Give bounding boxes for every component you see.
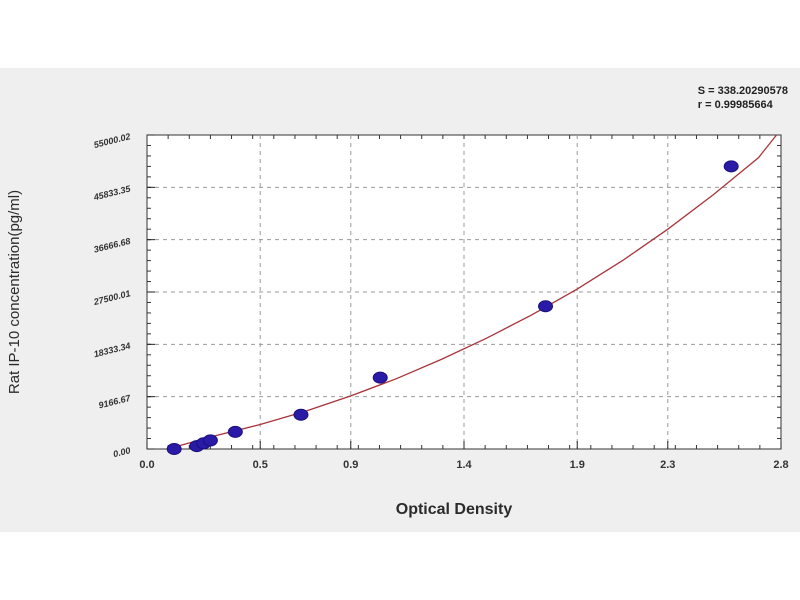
x-tick-label: 2.8 bbox=[773, 459, 788, 471]
x-tick-label: 2.3 bbox=[660, 459, 675, 471]
y-tick-labels: 0.00 9166.67 18333.34 27500.01 36666.68 45833… bbox=[92, 131, 133, 459]
fit-curve-layer bbox=[169, 134, 778, 450]
x-tick-label: 0.5 bbox=[253, 459, 268, 471]
y-tick-label: 9166.67 bbox=[97, 393, 132, 411]
x-tick-label: 0.0 bbox=[139, 459, 154, 471]
y-tick-label: 0.00 bbox=[112, 445, 131, 459]
y-tick-label: 27500.01 bbox=[92, 288, 132, 307]
data-point bbox=[166, 443, 182, 455]
data-points-layer bbox=[166, 160, 739, 455]
x-tick-labels: 0.0 0.5 0.9 1.4 1.9 2.3 2.8 bbox=[139, 459, 788, 471]
data-point bbox=[293, 408, 309, 421]
y-axis-title: Rat IP-10 concentration(pg/ml) bbox=[6, 190, 23, 394]
y-tick-label: 18333.34 bbox=[93, 341, 132, 360]
fit-statistics: S = 338.20290578 r = 0.99985664 bbox=[698, 84, 788, 112]
data-point bbox=[372, 371, 388, 384]
grid-lines bbox=[147, 135, 781, 449]
y-tick-label: 55000.02 bbox=[93, 131, 132, 150]
x-tick-label: 1.9 bbox=[570, 459, 585, 471]
data-point bbox=[723, 160, 739, 173]
major-ticks bbox=[146, 134, 782, 450]
y-tick-label: 36666.68 bbox=[93, 236, 132, 255]
fit-stat-r: r = 0.99985664 bbox=[697, 99, 773, 111]
data-point bbox=[202, 434, 218, 447]
data-point bbox=[227, 425, 243, 438]
x-tick-label: 0.9 bbox=[343, 459, 358, 471]
x-tick-label: 1.4 bbox=[456, 459, 472, 471]
data-point bbox=[538, 300, 554, 313]
fit-stat-s: S = 338.20290578 bbox=[697, 85, 788, 97]
fit-curve-line bbox=[169, 134, 778, 450]
y-tick-label: 45833.35 bbox=[92, 183, 133, 202]
x-axis-title: Optical Density bbox=[396, 501, 513, 518]
